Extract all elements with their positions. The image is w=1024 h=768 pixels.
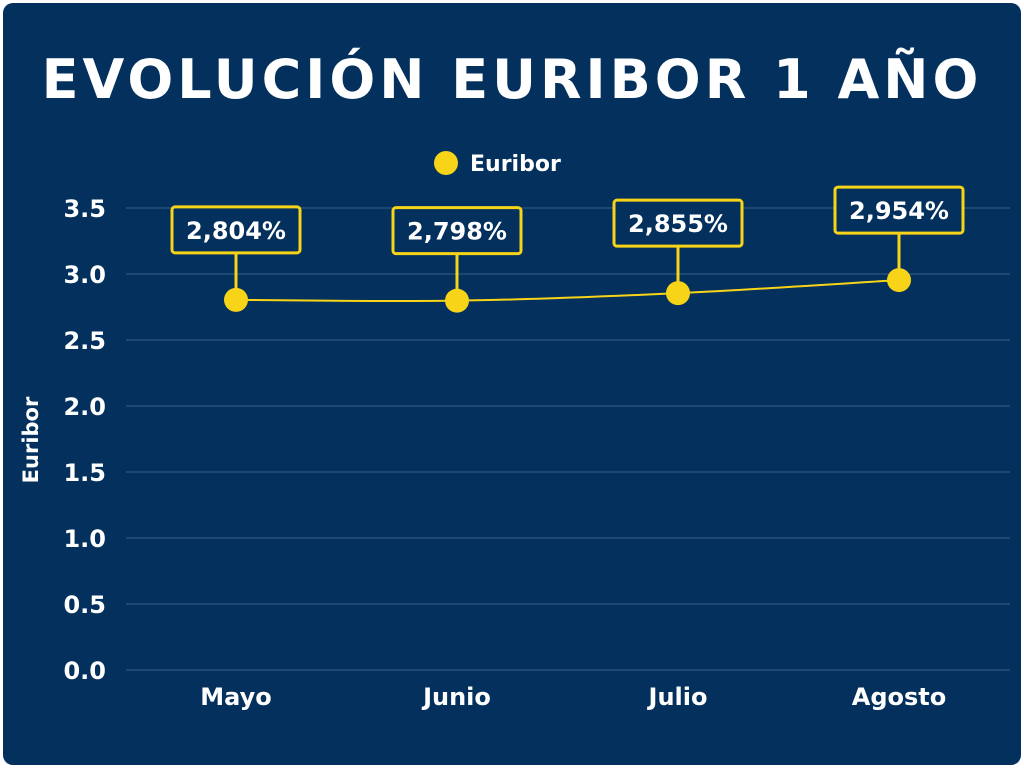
data-label-box xyxy=(391,206,523,256)
y-tick-label: 1.0 xyxy=(63,525,106,553)
legend-marker xyxy=(434,151,458,175)
data-point xyxy=(224,287,248,312)
x-tick-label: Junio xyxy=(421,683,491,711)
legend-label: Euribor xyxy=(470,152,561,177)
data-label-box xyxy=(170,205,302,255)
data-label: 2,798% xyxy=(407,218,507,246)
data-point xyxy=(445,288,469,313)
data-label: 2,855% xyxy=(628,210,728,238)
y-tick-label: 2.5 xyxy=(63,327,106,355)
chart-title: EVOLUCIÓN EURIBOR 1 AÑO xyxy=(41,48,983,111)
y-tick-label: 3.5 xyxy=(63,195,106,223)
data-label: 2,954% xyxy=(849,197,949,225)
chart-card: EVOLUCIÓN EURIBOR 1 AÑO xyxy=(3,3,1021,765)
x-tick-label: Julio xyxy=(647,683,708,711)
data-label: 2,804% xyxy=(186,217,286,245)
data-point xyxy=(887,268,911,293)
y-tick-label: 2.0 xyxy=(63,393,106,421)
y-tick-label: 1.5 xyxy=(63,459,106,487)
data-label-box xyxy=(612,198,744,248)
x-tick-label: Mayo xyxy=(200,683,271,711)
series-line xyxy=(235,279,900,303)
y-tick-label: 0.0 xyxy=(63,657,106,685)
data-label-box xyxy=(833,185,965,235)
x-tick-label: Agosto xyxy=(852,683,947,711)
y-tick-label: 3.0 xyxy=(63,261,106,289)
data-point xyxy=(666,281,690,306)
y-axis-label: Euribor xyxy=(19,396,43,483)
y-tick-label: 0.5 xyxy=(63,591,106,619)
